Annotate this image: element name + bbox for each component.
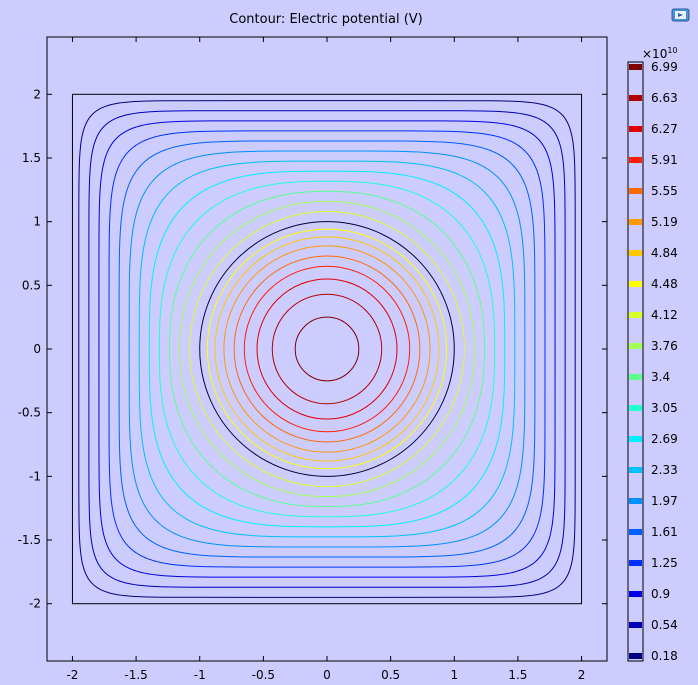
x-tick-label: 0 [323, 668, 331, 682]
contour-line-outer [78, 100, 576, 598]
legend-swatch [629, 95, 642, 101]
legend-label: 6.99 [651, 60, 678, 74]
contour-line-outer [158, 180, 496, 518]
legend-swatch [629, 64, 642, 70]
y-tick-label: -1.5 [18, 533, 41, 547]
legend-swatch [629, 653, 642, 659]
legend-swatch [629, 436, 642, 442]
legend-swatch [629, 281, 642, 287]
legend-label: 2.69 [651, 432, 678, 446]
contour-line-inner [206, 228, 448, 470]
legend-swatch [629, 219, 642, 225]
legend-label: 4.84 [651, 246, 678, 260]
contour-line-outer [108, 130, 546, 568]
legend-label: 2.33 [651, 463, 678, 477]
y-tick-label: 0.5 [22, 278, 41, 292]
contour-line-outer [168, 190, 486, 508]
legend-swatch [629, 374, 642, 380]
legend-swatch [629, 126, 642, 132]
legend-swatch [629, 591, 642, 597]
legend-label: 4.12 [651, 308, 678, 322]
legend-label: 4.48 [651, 277, 678, 291]
x-tick-label: -0.5 [252, 668, 275, 682]
contour-line-outer [138, 160, 516, 538]
legend-swatch [629, 312, 642, 318]
legend-swatch [629, 405, 642, 411]
legend-label: 5.91 [651, 153, 678, 167]
x-tick-label: -1.5 [124, 668, 147, 682]
legend-swatch [629, 529, 642, 535]
contour-line-inner [223, 245, 431, 453]
legend-label: 0.9 [651, 587, 670, 601]
color-legend: 6.99 6.63 6.27 5.91 5.55 5.19 4.84 4.48 4.12 3.76… [627, 60, 678, 663]
contour-line-outer [88, 110, 566, 588]
legend-frame [627, 61, 644, 662]
x-tick-label: 0.5 [381, 668, 400, 682]
contour-line-outer [178, 200, 476, 498]
legend-multiplier: ×1010 [642, 46, 678, 61]
legend-label: 6.27 [651, 122, 678, 136]
contour-line-inner [243, 265, 411, 433]
legend-label: 1.61 [651, 525, 678, 539]
y-tick-label: 2 [33, 87, 41, 101]
legend-swatch [629, 560, 642, 566]
contour-line-outer [128, 150, 526, 548]
x-tick-label: 2 [578, 668, 586, 682]
outer-boundary [71, 93, 583, 605]
y-tick-label: -2 [29, 597, 41, 611]
legend-label: 6.63 [651, 91, 678, 105]
x-tick-label: -1 [194, 668, 206, 682]
contour-line-inner [294, 316, 360, 382]
legend-label: 3.76 [651, 339, 678, 353]
legend-label: 3.4 [651, 370, 670, 384]
contour-line-outer [98, 120, 556, 578]
legend-label: 1.97 [651, 494, 678, 508]
legend-label: 1.25 [651, 556, 678, 570]
y-tick-label: 0 [33, 342, 41, 356]
legend-swatch [629, 498, 642, 504]
legend-label: 0.54 [651, 618, 678, 632]
chart-title: Contour: Electric potential (V) [229, 12, 423, 27]
x-tick-label: -2 [66, 668, 78, 682]
legend-swatch [629, 622, 642, 628]
legend-swatch [629, 157, 642, 163]
legend-label: 5.19 [651, 215, 678, 229]
legend-label: 3.05 [651, 401, 678, 415]
y-tick-label: 1.5 [22, 151, 41, 165]
contour-line-outer [118, 140, 536, 558]
legend-label: 5.55 [651, 184, 678, 198]
contour-line-inner [256, 278, 398, 420]
legend-swatch [629, 188, 642, 194]
contour-lines [71, 93, 583, 605]
export-image-icon[interactable] [671, 7, 691, 23]
x-axis-ticks: -2 -1.5 -1 -0.5 0 0.5 1 1.5 2 [66, 37, 585, 682]
x-tick-label: 1.5 [508, 668, 527, 682]
inner-boundary [199, 221, 455, 477]
y-tick-label: -0.5 [18, 406, 41, 420]
legend-swatch [629, 250, 642, 256]
legend-swatch [629, 467, 642, 473]
y-axis-ticks: 2 1.5 1 0.5 0 -0.5 -1 -1.5 -2 [18, 87, 607, 611]
legend-swatch [629, 343, 642, 349]
contour-line-inner [214, 236, 440, 462]
x-tick-label: 1 [450, 668, 458, 682]
y-tick-label: 1 [33, 215, 41, 229]
y-tick-label: -1 [29, 469, 41, 483]
contour-line-inner [271, 293, 383, 405]
legend-label: 0.18 [651, 649, 678, 663]
contour-line-outer [189, 210, 465, 488]
contour-line-inner [233, 255, 421, 443]
contour-line-outer [148, 170, 506, 528]
